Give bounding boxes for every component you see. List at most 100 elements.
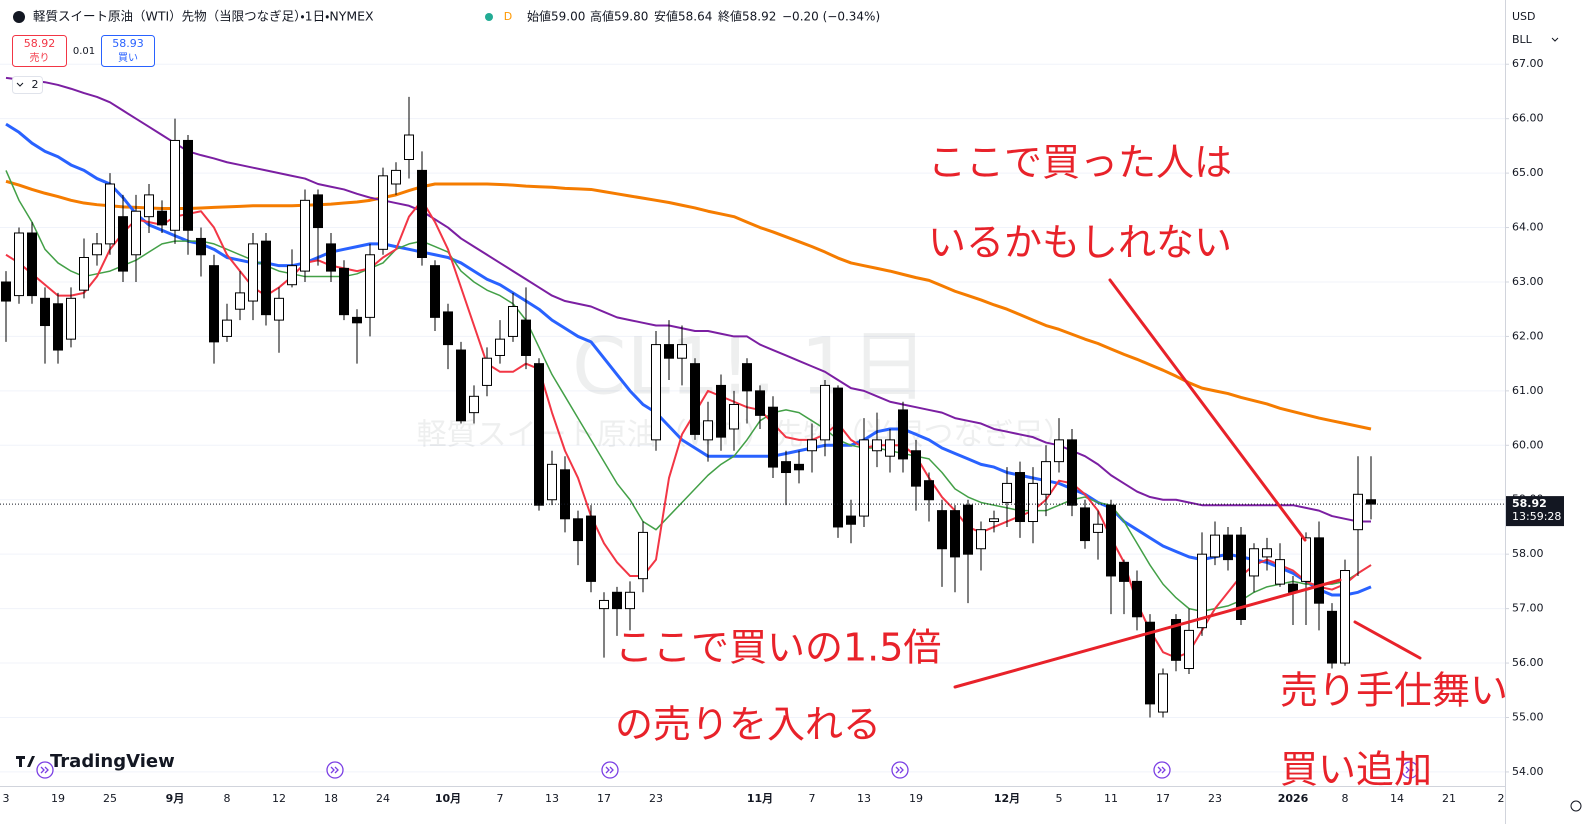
buy-label: 買い [118, 52, 138, 64]
candle-body [716, 384, 726, 438]
x-tick-label: 11月 [747, 792, 773, 805]
candle-body [664, 344, 674, 359]
candle-body [105, 183, 115, 245]
x-tick-label: 2 [1498, 792, 1505, 805]
sell-button[interactable] [12, 35, 67, 67]
moving-averages [5, 76, 1372, 659]
candle-body [1236, 534, 1246, 621]
candle-body [690, 363, 700, 435]
unit[interactable]: BLL [1512, 33, 1533, 46]
x-tick-label: 17 [597, 792, 611, 805]
candle-body [183, 139, 193, 231]
candle-body [209, 265, 219, 343]
candle-body [313, 194, 323, 229]
annotation-lines [953, 278, 1422, 689]
candle-body [703, 420, 713, 441]
candle-body [1080, 507, 1090, 542]
moving-average-line [5, 199, 1372, 659]
candle-body [248, 243, 258, 302]
event-marker[interactable] [601, 761, 619, 779]
candle-body [911, 450, 921, 487]
x-tick-label: 8 [1342, 792, 1349, 805]
candle-body [469, 395, 479, 414]
x-tick-label: 12月 [994, 792, 1020, 805]
x-tick-label: 7 [809, 792, 816, 805]
candle-body [1041, 461, 1051, 495]
candle-body [963, 504, 973, 555]
candle-body [1314, 537, 1324, 604]
logo-mark [16, 756, 35, 767]
candle-body [1119, 561, 1129, 582]
candle-body [755, 390, 765, 416]
event-markers [36, 761, 1419, 779]
candle-body [456, 349, 466, 422]
countdown: 13:59:28 [1512, 510, 1561, 523]
candle-body [1, 281, 11, 302]
annotation: 売り手仕舞い [1280, 669, 1508, 713]
x-tick-label: 2026 [1278, 792, 1309, 805]
annotation: いるかもしれない [928, 221, 1232, 265]
candle-body [560, 469, 570, 520]
y-tick-label: 57.00 [1512, 602, 1544, 615]
candle-body [235, 292, 245, 310]
event-marker[interactable] [891, 761, 909, 779]
header: 軽質スイート原油（WTI）先物（当限つなぎ足）・1日・NYMEX D 始値59.… [12, 9, 880, 94]
candle-body [794, 463, 804, 471]
candle-body [1028, 482, 1038, 523]
candle-body [768, 406, 778, 468]
y-tick-label: 62.00 [1512, 329, 1544, 342]
candle-body [1366, 499, 1376, 505]
x-tick-label: 17 [1156, 792, 1170, 805]
y-tick-label: 55.00 [1512, 710, 1544, 723]
candle-body [638, 531, 648, 580]
x-tick-label: 13 [857, 792, 871, 805]
candle-body [859, 439, 869, 517]
x-tick-label: 19 [909, 792, 923, 805]
x-tick-label: 13 [545, 792, 559, 805]
candle-body [352, 316, 362, 324]
event-marker[interactable] [326, 761, 344, 779]
candle-body [1210, 534, 1220, 558]
candle-body [1171, 619, 1181, 661]
sell-price: 58.92 [24, 37, 56, 50]
candle-body [599, 599, 609, 610]
moving-average-line [5, 76, 1371, 523]
candle-body [872, 439, 882, 452]
candle-body [391, 169, 401, 185]
indicator-toggle[interactable] [12, 76, 43, 94]
candle-body [404, 134, 414, 161]
ohlc-close: 終値58.92 [718, 9, 776, 24]
event-marker[interactable] [1153, 761, 1171, 779]
event-icon [40, 766, 1414, 774]
watermark-description: 軽質スイート原油（WTI）先物（当限つなぎ足） [417, 418, 1074, 453]
x-tick-label: 18 [324, 792, 338, 805]
candle-body [1106, 504, 1116, 577]
price-labels: 54.0055.0056.0057.0058.0059.0060.0061.00… [1505, 57, 1564, 778]
candle-body [820, 384, 830, 441]
y-tick-label: 66.00 [1512, 112, 1544, 125]
market-status [485, 13, 493, 21]
buy-button[interactable] [101, 35, 155, 67]
sell-label: 売り [30, 51, 50, 64]
grid [0, 63, 1505, 773]
candle-body [1067, 439, 1077, 506]
candle-body [534, 363, 544, 506]
moving-average-line [5, 179, 1372, 431]
candle-body [1197, 553, 1207, 629]
settings-icon[interactable] [1570, 800, 1582, 812]
candle-body [1353, 493, 1363, 531]
event-marker[interactable] [36, 761, 54, 779]
candle-body [482, 357, 492, 386]
x-tick-label: 12 [272, 792, 286, 805]
candle-body [885, 439, 895, 457]
candle-body [1002, 482, 1012, 503]
annotation: の売りを入れる [615, 703, 881, 747]
y-tick-label: 54.00 [1512, 765, 1544, 778]
event-marker[interactable] [1401, 761, 1419, 779]
x-tick-label: 9月 [166, 792, 185, 805]
candle-body [677, 344, 687, 359]
candle-body [443, 311, 453, 346]
annotation: 買い追加 [1280, 748, 1432, 792]
